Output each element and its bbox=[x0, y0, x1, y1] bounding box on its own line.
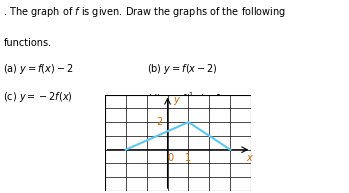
Text: x: x bbox=[246, 153, 252, 163]
Text: (b) $y = f(x - 2)$: (b) $y = f(x - 2)$ bbox=[147, 62, 217, 76]
Text: (d) $y = f(\frac{1}{3}x) + 1$: (d) $y = f(\frac{1}{3}x) + 1$ bbox=[147, 90, 223, 108]
Text: 1: 1 bbox=[185, 153, 192, 163]
Text: 0: 0 bbox=[168, 153, 174, 163]
Text: 2: 2 bbox=[156, 117, 162, 127]
Text: (a) $y = f(x) - 2$: (a) $y = f(x) - 2$ bbox=[3, 62, 74, 76]
Text: . The graph of $f$ is given. Draw the graphs of the following: . The graph of $f$ is given. Draw the gr… bbox=[3, 5, 287, 19]
Text: y: y bbox=[173, 95, 178, 105]
Text: functions.: functions. bbox=[3, 38, 52, 48]
Text: (c) $y = -2f(x)$: (c) $y = -2f(x)$ bbox=[3, 90, 73, 104]
